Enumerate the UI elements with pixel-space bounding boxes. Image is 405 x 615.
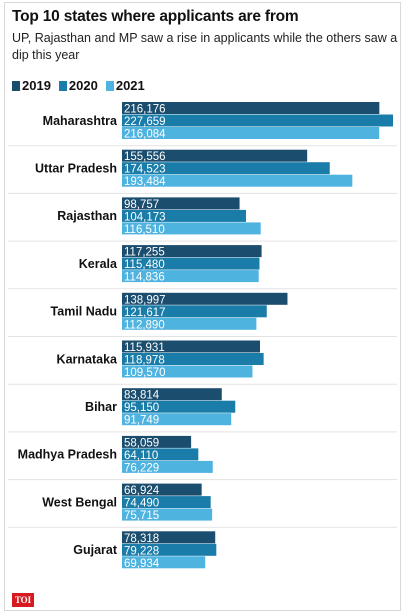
value-label-karnataka-2021: 109,570 [124, 367, 166, 379]
value-label-west-bengal-2019: 66,924 [124, 485, 160, 497]
bar-bihar-2020 [122, 400, 236, 413]
value-label-bihar-2021: 91,749 [124, 415, 159, 427]
bar-bihar-2019 [122, 388, 222, 401]
bar-madhya-pradesh-2020 [122, 448, 199, 461]
legend-label-2020: 2020 [68, 78, 98, 93]
chart-subtitle: UP, Rajasthan and MP saw a rise in appli… [12, 31, 398, 62]
value-label-madhya-pradesh-2020: 64,110 [124, 450, 158, 462]
value-label-bihar-2020: 95,150 [124, 402, 159, 414]
value-label-maharashtra-2021: 216,084 [124, 129, 166, 141]
bar-west-bengal-2021 [122, 508, 213, 521]
category-label-karnataka: Karnataka [57, 352, 118, 366]
value-label-madhya-pradesh-2021: 76,229 [124, 462, 159, 474]
category-label-gujarat: Gujarat [73, 543, 118, 557]
chart-title: Top 10 states where applicants are from [12, 8, 299, 25]
bar-tamil-nadu-2020 [122, 305, 267, 318]
value-label-west-bengal-2020: 74,490 [124, 498, 159, 510]
legend-swatch-2020 [58, 80, 67, 91]
legend: 2019 2020 2021 [12, 78, 145, 93]
value-label-madhya-pradesh-2019: 58,059 [124, 437, 159, 449]
bar-madhya-pradesh-2019 [122, 435, 192, 448]
value-label-kerala-2020: 115,480 [124, 259, 165, 271]
bar-madhya-pradesh-2021 [122, 460, 213, 473]
bar-karnataka-2019 [122, 340, 261, 353]
value-label-rajasthan-2020: 104,173 [124, 211, 166, 223]
bar-tamil-nadu-2019 [122, 292, 288, 305]
value-label-rajasthan-2021: 116,510 [124, 224, 165, 236]
value-label-gujarat-2019: 78,318 [124, 533, 159, 545]
value-label-kerala-2019: 117,255 [124, 247, 165, 259]
category-label-madhya-pradesh: Madhya Pradesh [18, 448, 117, 462]
value-label-uttar-pradesh-2019: 155,556 [124, 151, 166, 163]
bar-bihar-2021 [122, 413, 232, 426]
value-label-tamil-nadu-2020: 121,617 [124, 307, 166, 319]
bar-karnataka-2021 [122, 365, 253, 378]
bar-uttar-pradesh-2019 [122, 149, 308, 162]
bar-uttar-pradesh-2021 [122, 174, 353, 187]
value-label-maharashtra-2020: 227,659 [124, 116, 166, 128]
bar-maharashtra-2020 [122, 114, 393, 127]
legend-item-2021: 2021 [105, 78, 145, 93]
value-label-uttar-pradesh-2021: 193,484 [124, 176, 166, 188]
value-label-karnataka-2019: 115,931 [124, 342, 165, 354]
bar-kerala-2019 [122, 245, 262, 258]
chart-frame [4, 2, 401, 611]
bar-kerala-2020 [122, 257, 260, 270]
value-label-rajasthan-2019: 98,757 [124, 199, 159, 211]
bar-rajasthan-2021 [122, 222, 261, 235]
bar-maharashtra-2021 [122, 127, 380, 139]
bar-rajasthan-2019 [122, 197, 240, 210]
category-label-maharashtra: Maharashtra [43, 114, 118, 128]
bar-west-bengal-2019 [122, 483, 202, 496]
value-label-tamil-nadu-2021: 112,890 [124, 319, 165, 331]
legend-label-2021: 2021 [115, 78, 145, 93]
bar-maharashtra-2019 [122, 102, 380, 114]
bar-gujarat-2020 [122, 543, 217, 556]
category-label-west-bengal: West Bengal [42, 495, 117, 509]
legend-swatch-2021 [105, 80, 114, 91]
category-label-rajasthan: Rajasthan [57, 209, 117, 223]
value-label-bihar-2019: 83,814 [124, 390, 160, 402]
value-label-west-bengal-2021: 75,715 [124, 510, 159, 522]
bar-uttar-pradesh-2020 [122, 162, 330, 175]
bar-tamil-nadu-2021 [122, 317, 257, 330]
category-label-uttar-pradesh: Uttar Pradesh [35, 161, 117, 175]
value-label-gujarat-2020: 79,228 [124, 545, 159, 557]
category-label-tamil-nadu: Tamil Nadu [51, 305, 117, 319]
bar-gujarat-2021 [122, 556, 206, 569]
legend-swatch-2019 [12, 80, 20, 91]
bar-kerala-2021 [122, 270, 259, 283]
category-label-kerala: Kerala [79, 257, 118, 271]
value-label-maharashtra-2019: 216,176 [124, 104, 166, 116]
bar-rajasthan-2020 [122, 209, 247, 222]
legend-item-2020: 2020 [58, 78, 98, 93]
legend-label-2019: 2019 [22, 78, 51, 93]
value-label-uttar-pradesh-2020: 174,523 [124, 164, 166, 176]
value-label-tamil-nadu-2019: 138,997 [124, 294, 166, 306]
category-label-bihar: Bihar [85, 400, 117, 414]
value-label-gujarat-2021: 69,934 [124, 558, 160, 570]
bar-west-bengal-2020 [122, 496, 211, 509]
value-label-karnataka-2020: 118,978 [124, 355, 165, 367]
legend-item-2019: 2019 [12, 78, 51, 93]
bar-karnataka-2020 [122, 353, 264, 365]
toi-logo: TOI [12, 593, 34, 607]
bar-gujarat-2019 [122, 531, 216, 544]
value-label-kerala-2021: 114,836 [124, 272, 165, 284]
